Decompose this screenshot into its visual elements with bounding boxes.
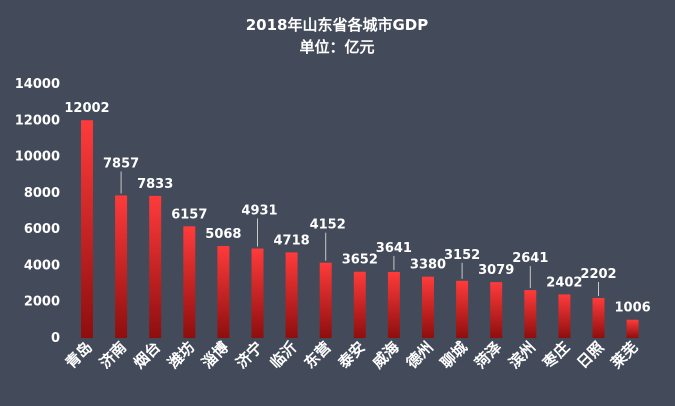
x-tick-label: 东营 bbox=[301, 338, 335, 372]
data-label: 4931 bbox=[241, 204, 277, 219]
bar bbox=[217, 246, 230, 338]
bar bbox=[524, 290, 537, 338]
y-tick-label: 12000 bbox=[15, 113, 60, 128]
y-axis: 0 2000 4000 6000 8000 10000 12000 14000 bbox=[15, 77, 60, 346]
bar bbox=[626, 319, 639, 338]
bar bbox=[285, 252, 298, 338]
y-tick-label: 10000 bbox=[15, 150, 60, 165]
x-tick-label: 菏泽 bbox=[471, 338, 505, 372]
x-tick-label: 青岛 bbox=[62, 338, 96, 372]
bar bbox=[558, 294, 571, 338]
y-tick-label: 2000 bbox=[24, 295, 60, 310]
data-label: 6157 bbox=[171, 207, 207, 222]
x-tick-label: 日照 bbox=[573, 338, 607, 372]
x-tick-label: 枣庄 bbox=[539, 338, 574, 373]
x-tick-label: 淄博 bbox=[198, 338, 232, 372]
y-tick-label: 14000 bbox=[15, 77, 60, 92]
y-tick-label: 0 bbox=[51, 331, 60, 346]
bar bbox=[81, 120, 93, 339]
chart-subtitle: 单位：亿元 bbox=[299, 38, 374, 56]
x-tick-label: 临沂 bbox=[266, 338, 300, 372]
chart-title: 2018年山东省各城市GDP bbox=[246, 16, 429, 34]
bar bbox=[183, 226, 196, 338]
data-label: 4152 bbox=[310, 218, 346, 233]
data-label: 3641 bbox=[376, 241, 412, 256]
bar bbox=[422, 276, 434, 338]
bar bbox=[115, 195, 128, 338]
bar bbox=[149, 195, 162, 338]
bar bbox=[592, 298, 605, 338]
x-tick-label: 泰安 bbox=[334, 338, 369, 373]
y-tick-label: 6000 bbox=[24, 222, 60, 237]
data-label: 7857 bbox=[103, 156, 139, 171]
data-label: 2402 bbox=[546, 275, 582, 290]
x-tick-label: 滨州 bbox=[505, 338, 539, 372]
data-label: 3079 bbox=[478, 263, 514, 278]
x-tick-label: 潍坊 bbox=[164, 338, 198, 372]
data-label: 2202 bbox=[580, 267, 616, 282]
bar bbox=[387, 271, 400, 338]
bar bbox=[490, 282, 503, 338]
data-label: 5068 bbox=[205, 227, 241, 242]
y-tick-label: 4000 bbox=[24, 258, 60, 273]
data-label: 7833 bbox=[137, 177, 173, 192]
x-tick-label: 烟台 bbox=[130, 338, 164, 372]
x-tick-label: 济南 bbox=[96, 338, 130, 372]
x-tick-label: 济宁 bbox=[232, 338, 266, 372]
data-label: 2641 bbox=[512, 251, 548, 266]
data-label: 1006 bbox=[615, 301, 651, 316]
data-label: 3380 bbox=[410, 258, 446, 273]
bar bbox=[251, 248, 264, 338]
bar bbox=[456, 280, 469, 338]
x-tick-label: 威海 bbox=[369, 338, 403, 372]
x-axis: 青岛 济南 烟台 潍坊 淄博 济宁 临沂 东营 泰安 威海 德州 聊城 菏泽 滨州 枣庄 日照 莱芜 bbox=[62, 338, 642, 373]
data-label: 12002 bbox=[64, 101, 109, 116]
x-tick-label: 德州 bbox=[403, 338, 437, 372]
data-label: 3652 bbox=[342, 253, 378, 268]
bar bbox=[353, 271, 366, 338]
x-tick-label: 莱芜 bbox=[607, 338, 641, 372]
bar bbox=[319, 262, 332, 338]
data-label: 4718 bbox=[274, 233, 310, 248]
x-tick-label: 聊城 bbox=[437, 338, 471, 372]
y-tick-label: 8000 bbox=[24, 186, 60, 201]
data-label: 3152 bbox=[444, 248, 480, 263]
